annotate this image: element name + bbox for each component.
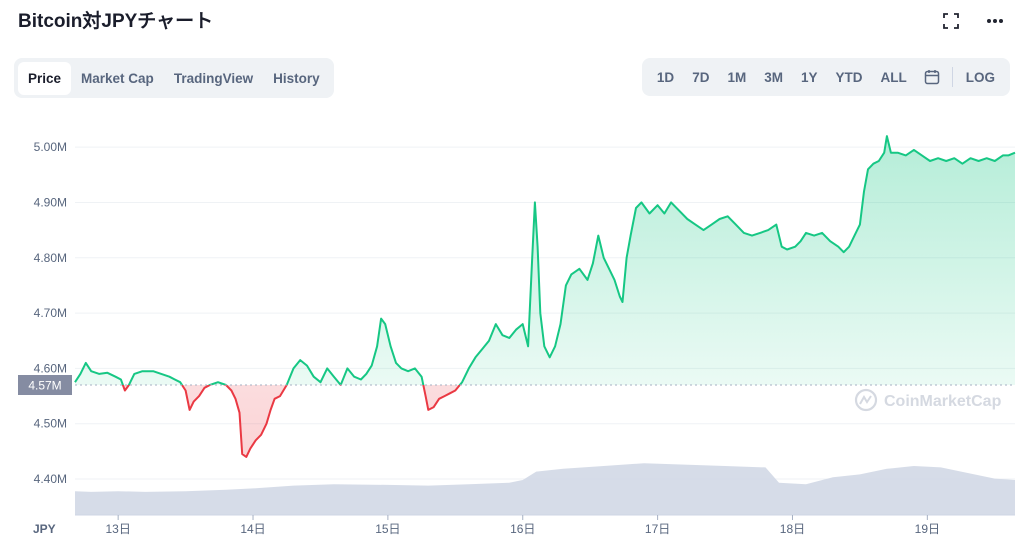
x-tick-label: 18日 [780, 522, 805, 536]
y-axis: 4.40M 4.50M 4.60M 4.70M 4.80M 4.90M 5.00M [34, 140, 67, 486]
range-1y[interactable]: 1Y [800, 69, 818, 85]
calendar-icon[interactable] [916, 69, 948, 85]
x-tick-label: 16日 [510, 522, 535, 536]
y-tick-label: 4.50M [34, 417, 67, 431]
currency-label: JPY [33, 522, 56, 536]
price-line [74, 135, 1016, 458]
x-tick-label: 14日 [240, 522, 265, 536]
volume-area [75, 463, 1015, 515]
watermark: CoinMarketCap [854, 388, 1002, 412]
y-tick-label: 4.60M [34, 361, 67, 375]
tab-market-cap[interactable]: Market Cap [81, 70, 154, 86]
y-tick-label: 4.80M [34, 251, 67, 265]
volume-area-shape [75, 463, 1015, 515]
chart-type-tabs: Price Market Cap TradingView History [14, 58, 334, 98]
price-fill [75, 136, 1015, 457]
range-1m[interactable]: 1M [727, 69, 747, 85]
price-line-down [121, 385, 462, 458]
watermark-text: CoinMarketCap [884, 393, 1002, 410]
chart-title: Bitcoin対JPYチャート [18, 11, 214, 32]
price-fill-down [75, 385, 1015, 457]
tab-tradingview[interactable]: TradingView [173, 70, 254, 86]
baseline-tag [18, 375, 72, 395]
baseline: 4.57M [18, 375, 1015, 395]
more-options-icon[interactable] [984, 10, 1006, 32]
fullscreen-icon[interactable] [940, 10, 962, 32]
top-actions [940, 10, 1006, 32]
range-all[interactable]: ALL [880, 69, 907, 85]
log-scale-toggle[interactable]: LOG [965, 69, 995, 85]
x-tick-label: 15日 [375, 522, 400, 536]
coinmarketcap-logo-icon [854, 388, 878, 412]
y-tick-label: 4.90M [34, 195, 67, 209]
y-tick-label: 5.00M [34, 140, 67, 154]
y-tick-label: 4.70M [34, 306, 67, 320]
range-divider [951, 67, 953, 87]
range-7d[interactable]: 7D [692, 69, 710, 85]
range-1d[interactable]: 1D [656, 69, 675, 85]
range-3m[interactable]: 3M [764, 69, 783, 85]
x-axis: JPY 13日 14日 15日 16日 17日 18日 19日 [33, 514, 1015, 536]
time-range-selector: 1D 7D 1M 3M 1Y YTD ALL LOG [641, 58, 1010, 96]
tab-history[interactable]: History [273, 70, 320, 86]
x-tick-label: 17日 [645, 522, 670, 536]
price-fill-up [75, 136, 1015, 385]
tab-price[interactable]: Price [18, 61, 72, 95]
baseline-tag-label: 4.57M [28, 379, 61, 393]
x-tick-label: 13日 [105, 522, 130, 536]
x-tick-label: 19日 [915, 522, 940, 536]
range-ytd[interactable]: YTD [835, 69, 863, 85]
y-tick-label: 4.40M [34, 472, 67, 486]
price-line-up [74, 135, 1016, 385]
